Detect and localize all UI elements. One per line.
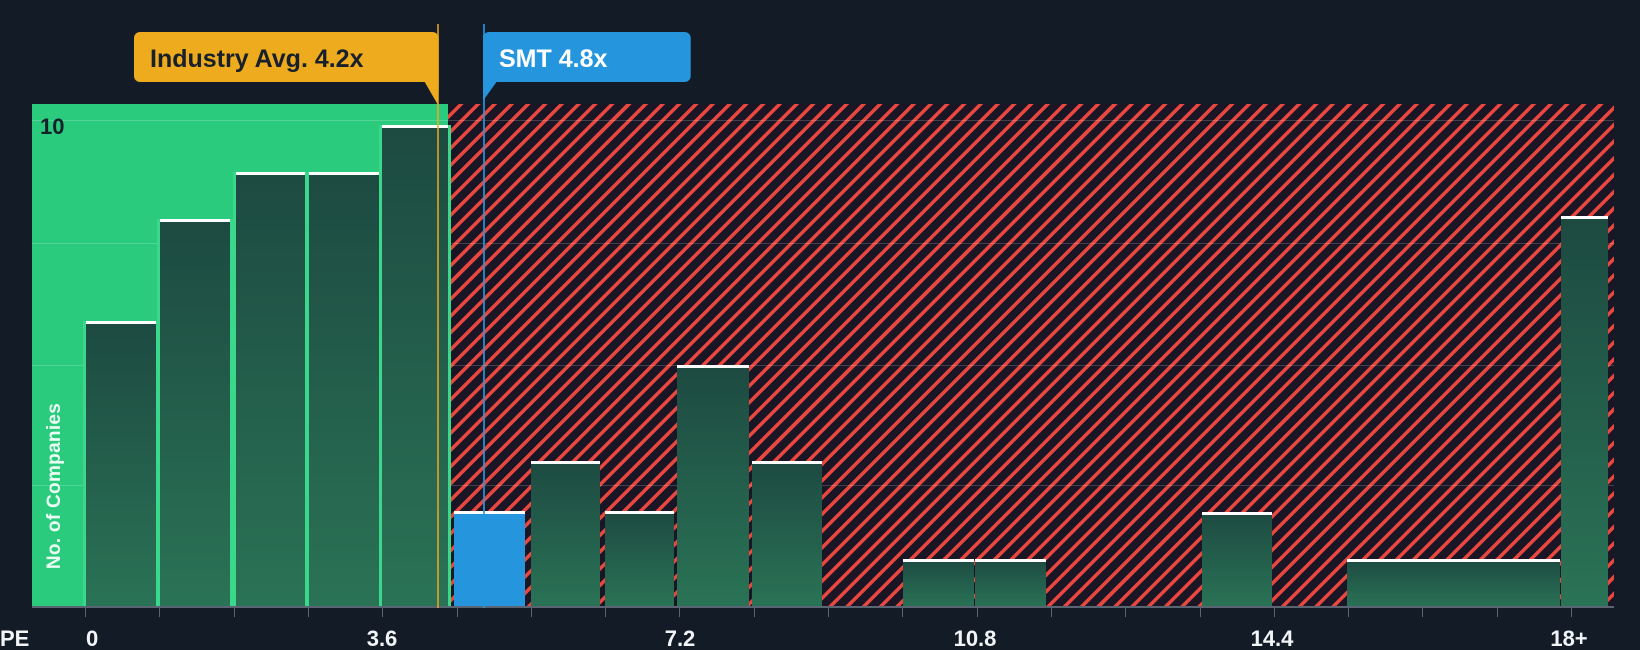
svg-text:Industry Avg. 4.2x: Industry Avg. 4.2x — [150, 45, 364, 73]
svg-text:SMT 4.8x: SMT 4.8x — [499, 45, 607, 73]
